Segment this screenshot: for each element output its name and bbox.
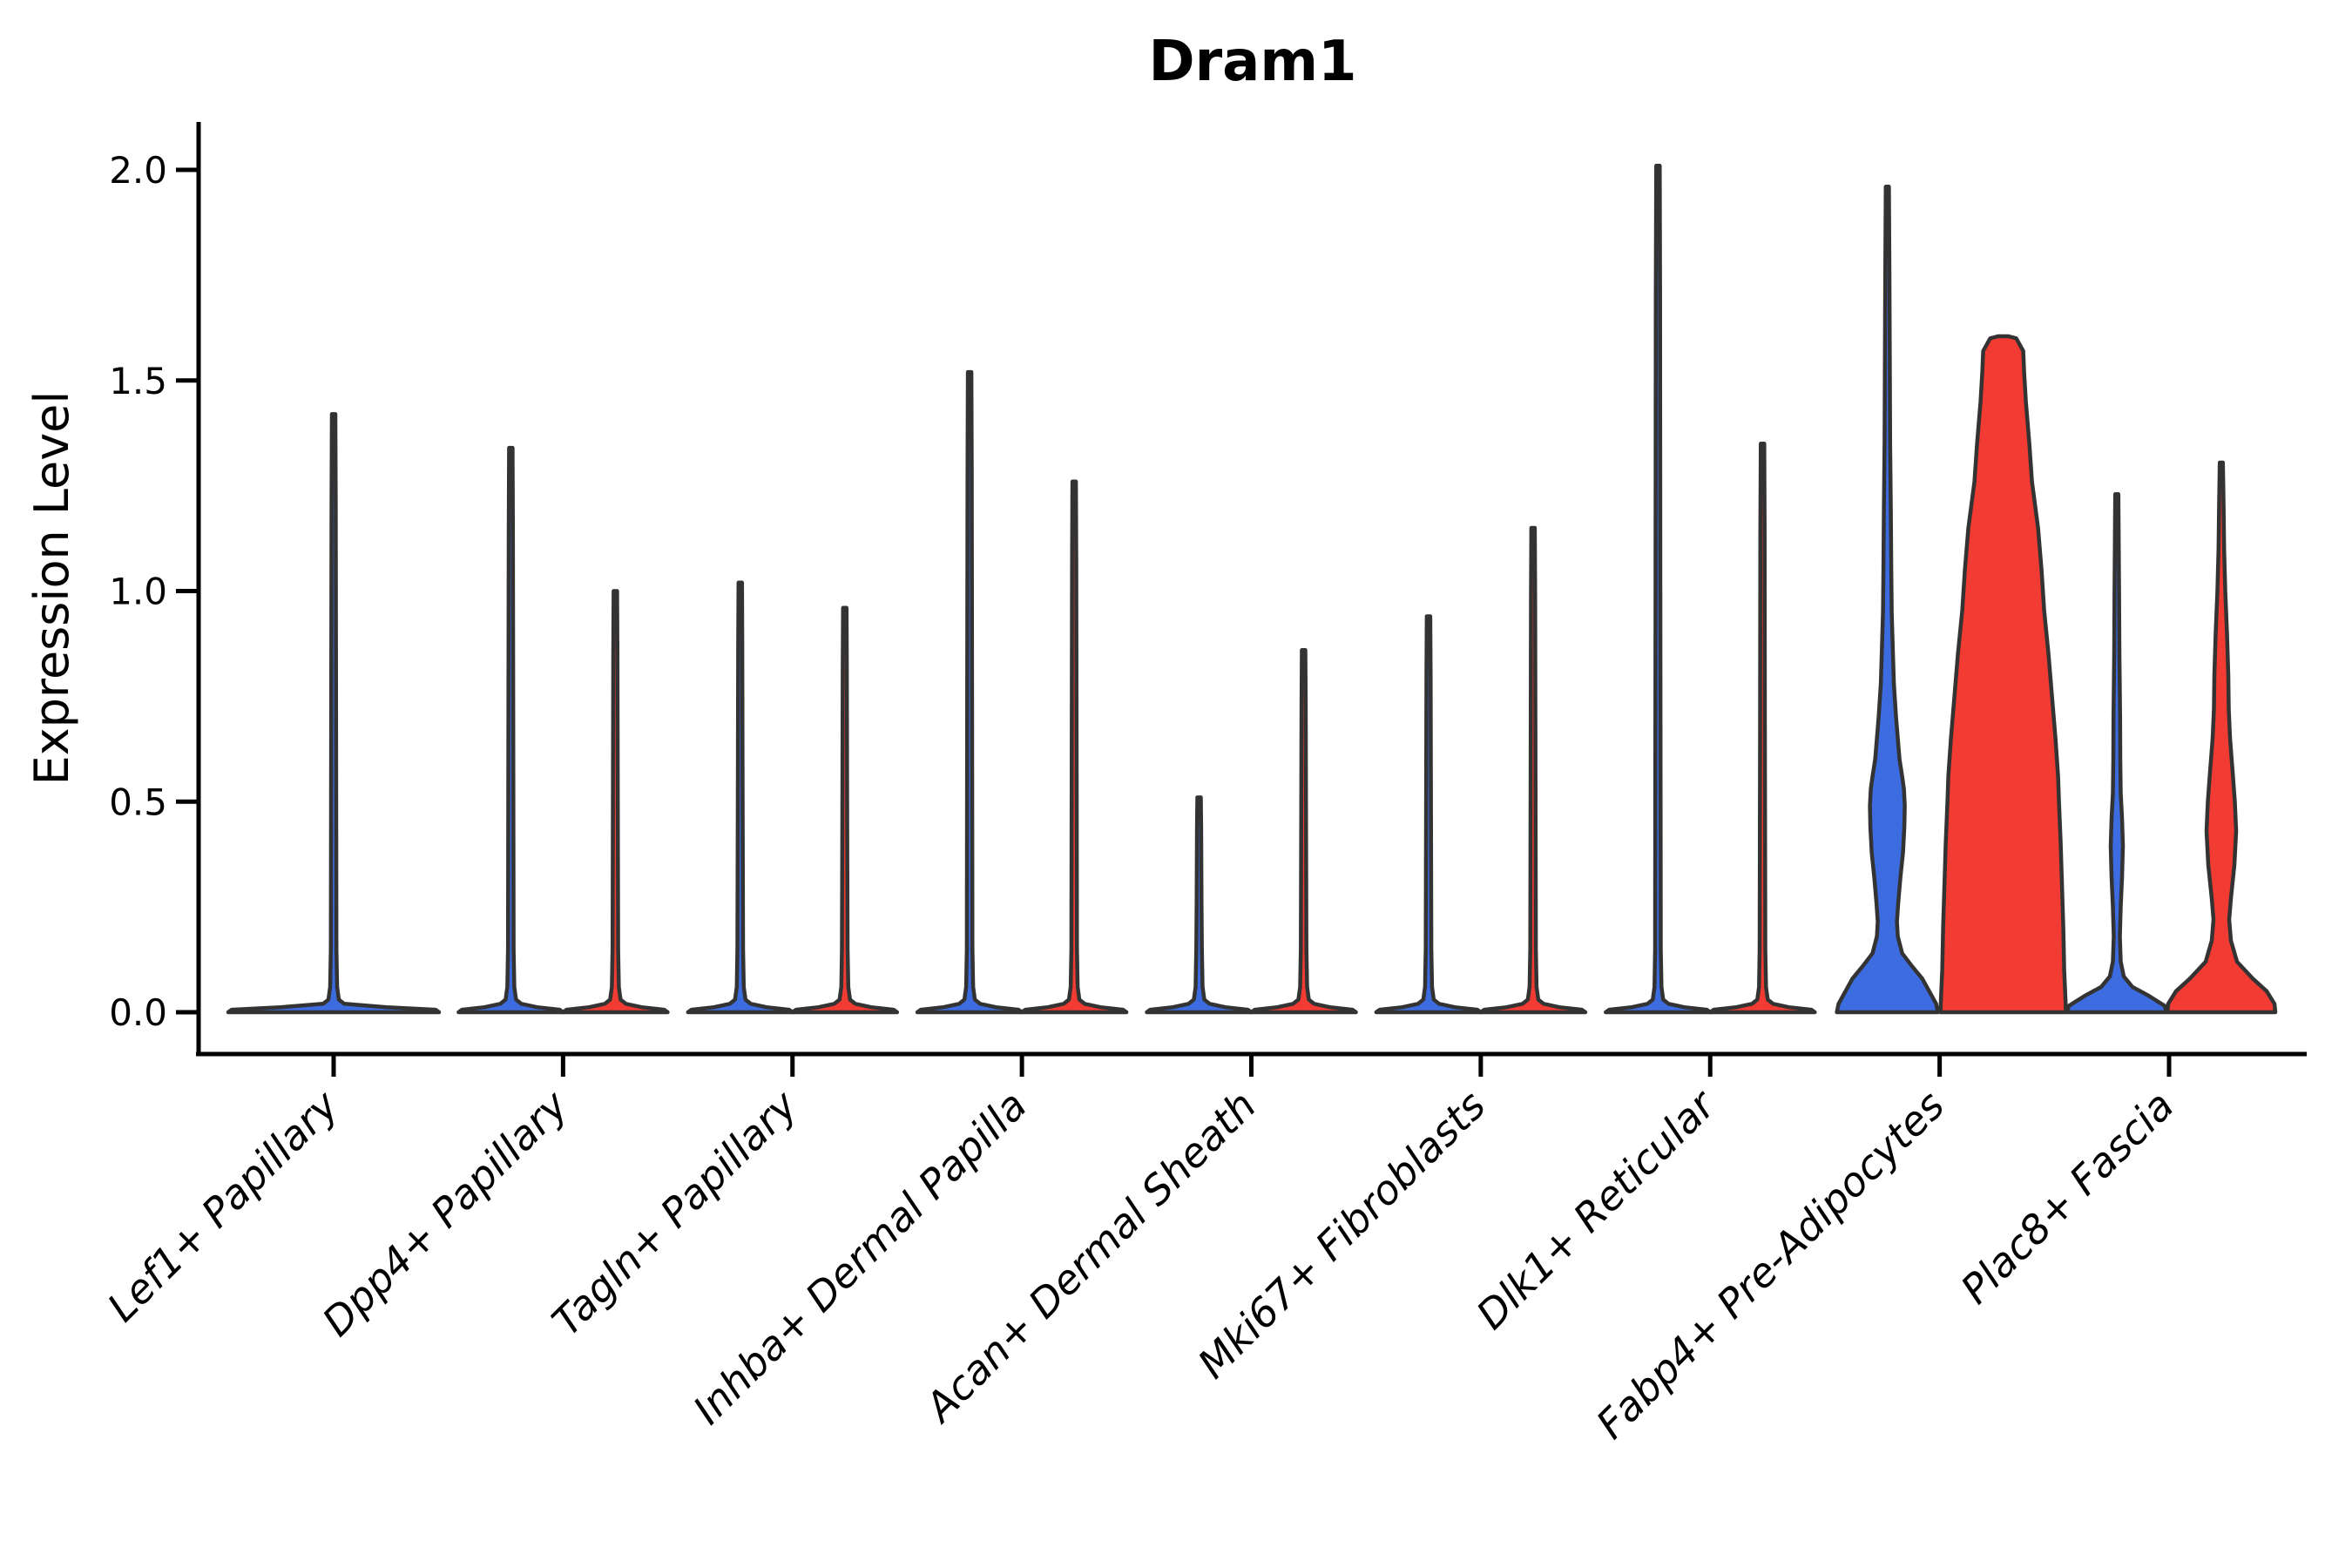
x-tick-label: Tagln+ Papillary <box>543 1081 807 1345</box>
violin-mki67-fibroblasts-blue <box>1374 614 1484 1015</box>
violin-fabp4-pre-adipocytes-red <box>1938 334 2068 1015</box>
violin-tagln-papillary-red <box>790 605 900 1015</box>
violin-acan-dermal-sheath-red <box>1249 647 1358 1015</box>
violins <box>226 163 2278 1015</box>
y-axis-ticks: 0.0 0.5 1.0 1.5 2.0 <box>109 149 199 1034</box>
violin-plac8-fascia-red <box>2165 460 2278 1015</box>
violin-fabp4-pre-adipocytes-blue <box>1835 185 1940 1015</box>
x-tick-label: Plac8+ Fascia <box>1951 1082 2182 1313</box>
x-tick-label: Lef1+ Papillary <box>98 1081 348 1330</box>
violin-dlk1-reticular-red <box>1708 442 1817 1015</box>
violin-acan-dermal-sheath-blue <box>1145 795 1254 1015</box>
y-axis-label: Expression Level <box>24 391 79 786</box>
y-tick-label: 1.0 <box>109 571 167 613</box>
violin-tagln-papillary-blue <box>686 580 795 1015</box>
x-tick-label: Dpp4+ Papillary <box>313 1081 577 1345</box>
x-tick-label: Dlk1+ Reticular <box>1467 1079 1726 1338</box>
violin-lef1-papillary-blue <box>226 412 442 1015</box>
violin-plac8-fascia-blue <box>2065 492 2169 1015</box>
violin-inhba-dermal-papilla-red <box>1019 479 1129 1015</box>
violin-mki67-fibroblasts-red <box>1478 525 1588 1015</box>
violin-inhba-dermal-papilla-blue <box>915 369 1024 1015</box>
y-tick-label: 1.5 <box>109 360 167 402</box>
y-tick-label: 2.0 <box>109 149 167 192</box>
y-tick-label: 0.0 <box>109 991 167 1034</box>
y-tick-label: 0.5 <box>109 781 167 823</box>
violin-dpp4-papillary-blue <box>456 445 565 1015</box>
violin-dlk1-reticular-blue <box>1604 163 1713 1015</box>
violin-dpp4-papillary-red <box>561 589 670 1015</box>
chart-title: Dram1 <box>1148 30 1356 94</box>
